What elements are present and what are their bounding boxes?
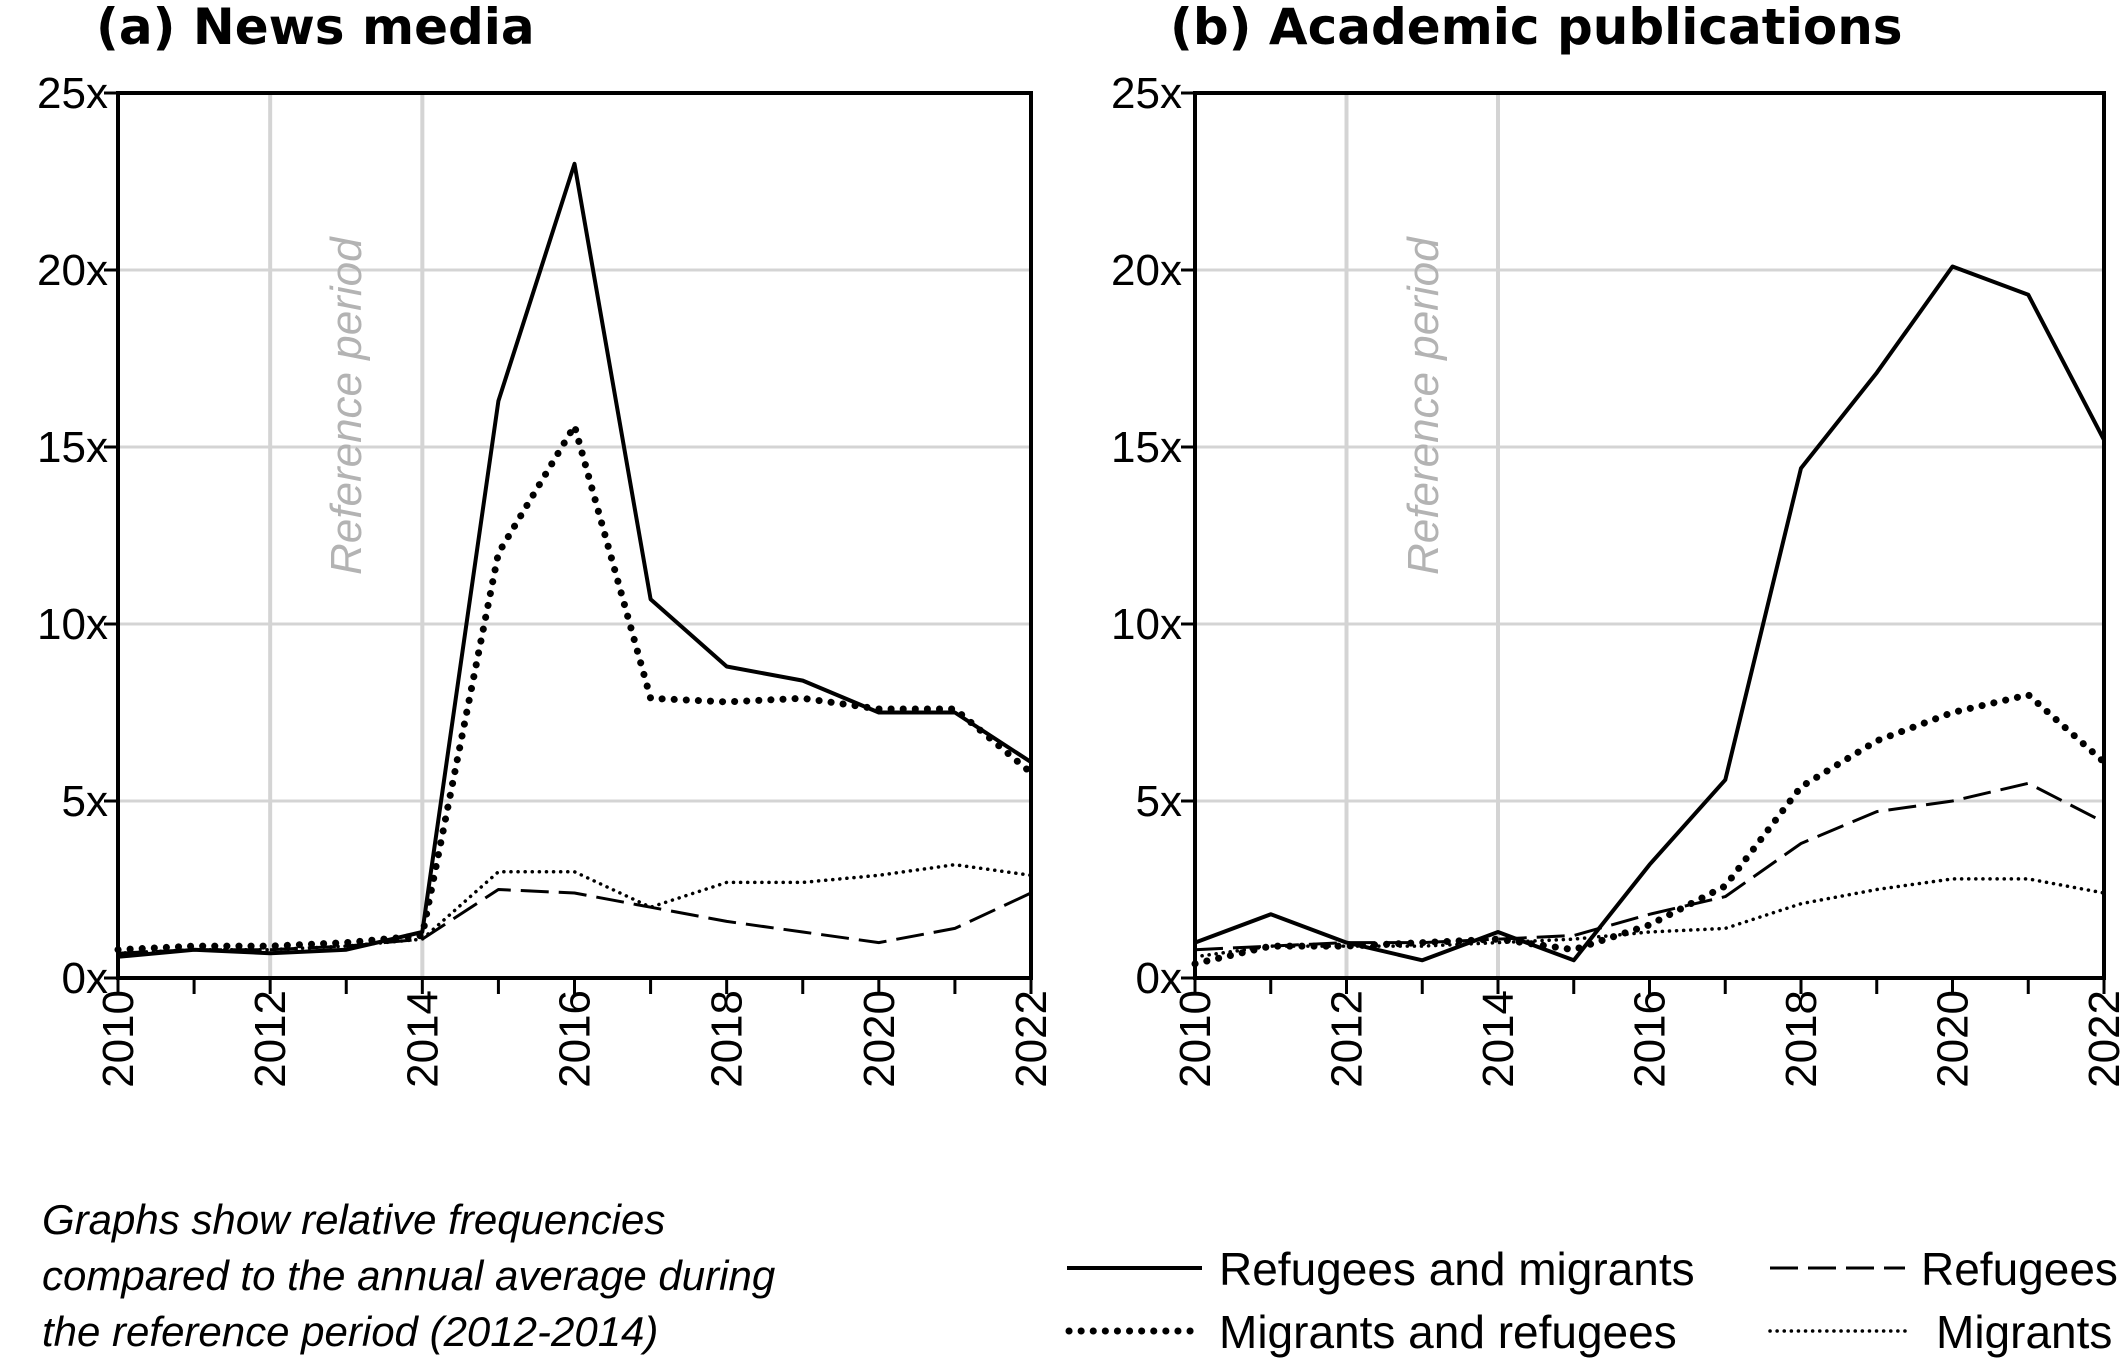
panel-academic-publications: (b) Academic publications Reference peri…: [1111, 0, 2128, 1088]
x-tick-label: 2020: [855, 990, 904, 1088]
legend-item-migrants-and-refugees: Migrants and refugees: [1065, 1306, 1677, 1358]
panel-b-plot-frame: [1193, 91, 2106, 980]
legend-item-refugees-and-migrants: Refugees and migrants: [1067, 1243, 1695, 1295]
panel-b-grid: [1195, 93, 2104, 978]
series-line-refugees: [1194, 781, 2105, 952]
series-line-refugees: [117, 888, 1032, 955]
x-tick-label: 2018: [1777, 990, 1826, 1088]
y-tick-label: 20x: [1111, 246, 1182, 295]
panel-a-grid: [118, 93, 1031, 978]
series-line-refugees-and-migrants: [1194, 264, 2106, 963]
panel-a-title: (a) News media: [96, 0, 535, 56]
series-line-migrants: [1193, 877, 2106, 959]
panel-news-media: (a) News media Reference period 0x 5x 10x 1…: [37, 0, 1056, 1088]
y-tick-label: 5x: [62, 777, 108, 826]
y-tick-label: 15x: [37, 423, 108, 472]
legend-label: Migrants: [1936, 1306, 2112, 1358]
reference-note: Graphs show relative frequencies compare…: [42, 1196, 775, 1355]
panel-a-y-ticks: 0x 5x 10x 15x 20x 25x: [37, 69, 118, 1003]
x-tick-label: 2012: [246, 990, 295, 1088]
series-line-migrants: [116, 862, 1033, 955]
x-tick-label: 2016: [1626, 990, 1675, 1088]
x-tick-label: 2012: [1323, 990, 1372, 1088]
y-tick-label: 0x: [62, 954, 108, 1003]
y-tick-label: 25x: [37, 69, 108, 118]
panel-b-reference-label: Reference period: [1399, 236, 1448, 575]
y-tick-label: 25x: [1111, 69, 1182, 118]
legend-label: Refugees: [1921, 1243, 2118, 1295]
x-tick-label: 2014: [398, 990, 447, 1088]
series-line-refugees-and-migrants: [117, 161, 1033, 959]
legend-label: Refugees and migrants: [1219, 1243, 1695, 1295]
x-tick-label: 2020: [1929, 990, 1978, 1088]
panel-b-title: (b) Academic publications: [1170, 0, 1903, 56]
panel-b-x-ticks: 2010 2012 2014 2016 2018 2020 2022: [1171, 978, 2128, 1088]
series-line-migrants-and-refugees: [1191, 691, 2108, 968]
y-tick-label: 10x: [1111, 600, 1182, 649]
note-line-3: the reference period (2012-2014): [42, 1308, 658, 1355]
legend-label: Migrants and refugees: [1219, 1306, 1677, 1358]
x-tick-label: 2016: [551, 990, 600, 1088]
panel-a-series: [114, 161, 1035, 959]
panel-b-series: [1191, 264, 2108, 968]
x-tick-label: 2018: [703, 990, 752, 1088]
panel-a-reference-label: Reference period: [322, 236, 371, 575]
panel-b-y-ticks: 0x 5x 10x 15x 20x 25x: [1111, 69, 1195, 1003]
x-tick-label: 2022: [2080, 990, 2128, 1088]
legend-item-refugees: Refugees: [1770, 1243, 2118, 1295]
x-tick-label: 2022: [1007, 990, 1056, 1088]
series-line-migrants-and-refugees: [114, 422, 1035, 954]
legend: Refugees and migrants Refugees Migrants …: [1065, 1243, 2118, 1358]
y-tick-label: 20x: [37, 246, 108, 295]
panel-a-plot-frame: [116, 91, 1033, 980]
y-tick-label: 10x: [37, 600, 108, 649]
legend-item-migrants: Migrants: [1768, 1306, 2112, 1358]
y-tick-label: 15x: [1111, 423, 1182, 472]
x-tick-label: 2010: [94, 990, 143, 1088]
note-line-2: compared to the annual average during: [42, 1252, 775, 1299]
panel-a-x-ticks: 2010 2012 2014 2016 2018 2020 2022: [94, 978, 1056, 1088]
x-tick-label: 2010: [1171, 990, 1220, 1088]
y-tick-label: 0x: [1136, 954, 1182, 1003]
note-line-1: Graphs show relative frequencies: [42, 1196, 665, 1243]
y-tick-label: 5x: [1136, 777, 1182, 826]
x-tick-label: 2014: [1474, 990, 1523, 1088]
